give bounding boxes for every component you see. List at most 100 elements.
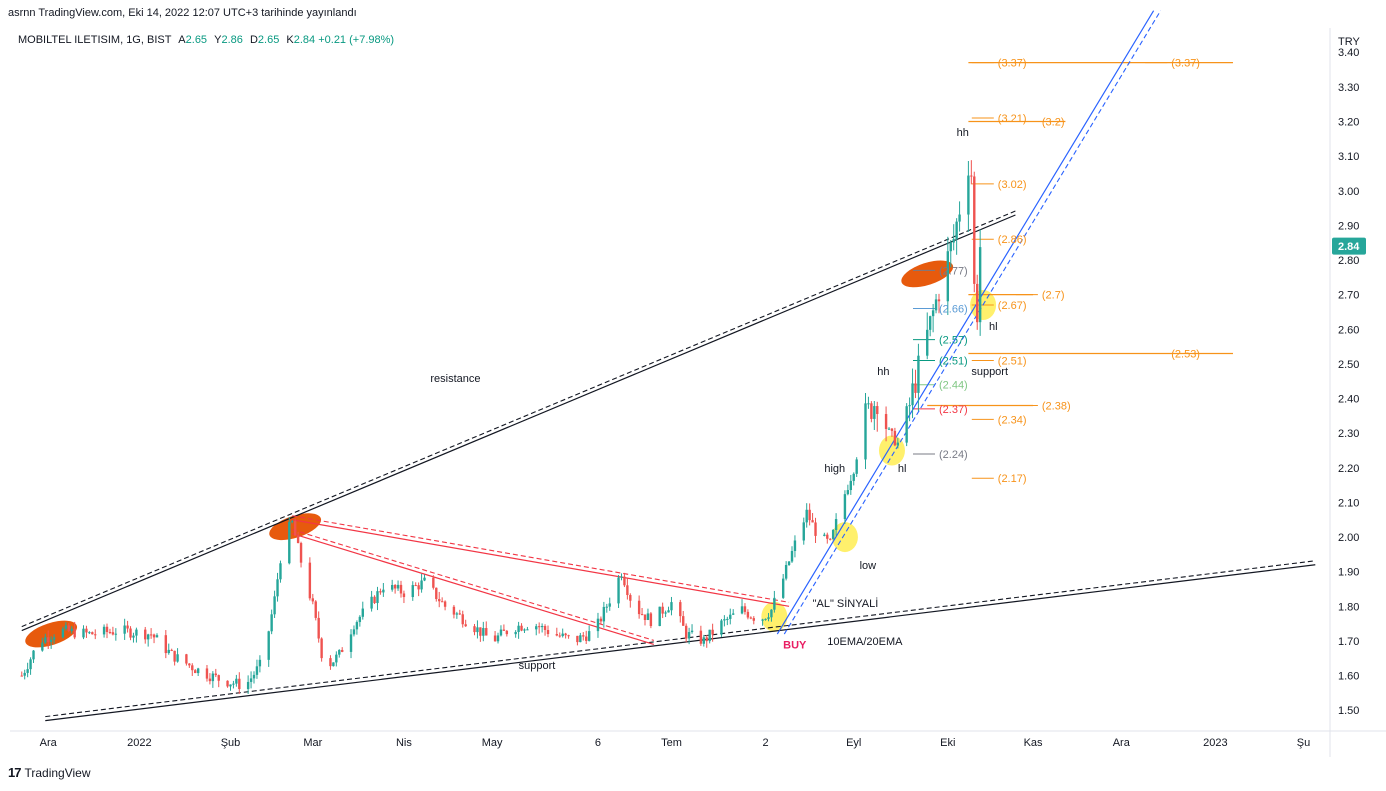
candle-body xyxy=(88,632,91,634)
candle-body xyxy=(273,596,276,615)
candle-body xyxy=(170,649,173,651)
open-value: 2.65 xyxy=(185,34,208,46)
candle-body xyxy=(402,593,406,598)
y-tick-label: 2.70 xyxy=(1338,290,1359,302)
candle-body xyxy=(438,599,441,602)
candle-body xyxy=(361,608,364,617)
candle-body xyxy=(376,591,379,604)
candle-body xyxy=(596,618,600,632)
candle-body xyxy=(396,584,400,589)
candle-body xyxy=(167,649,170,654)
candle-body xyxy=(852,473,855,481)
candle-body xyxy=(102,626,106,635)
candle-body xyxy=(855,459,858,474)
candle-body xyxy=(205,668,209,679)
candle-body xyxy=(846,490,850,495)
trendline-channel xyxy=(776,10,1155,635)
x-tick-label: Tem xyxy=(661,737,682,749)
candle-body xyxy=(411,585,414,598)
candle-body xyxy=(191,665,194,671)
x-tick-label: 2023 xyxy=(1203,737,1227,749)
candle-body xyxy=(905,406,908,443)
candle-body xyxy=(684,625,688,639)
x-tick-label: May xyxy=(482,737,503,749)
annotation-label: "AL" SİNYALİ xyxy=(813,597,879,610)
y-tick-label: 2.90 xyxy=(1338,220,1359,232)
candle-body xyxy=(482,628,485,636)
candle-body xyxy=(711,629,714,635)
brand-text: TradingView xyxy=(24,765,91,780)
high-value: 2.86 xyxy=(221,34,243,46)
candle-body xyxy=(664,612,667,614)
candle-body xyxy=(435,587,438,600)
candle-body xyxy=(249,678,253,682)
annotation-label: (2.77) xyxy=(939,265,968,277)
candle-body xyxy=(338,649,341,655)
candle-body xyxy=(414,585,417,587)
candle-body xyxy=(188,663,191,666)
candle-body xyxy=(176,654,179,662)
annotation-label: support xyxy=(519,660,556,672)
candle-body xyxy=(564,633,567,636)
candle-body xyxy=(105,626,109,633)
candle-body xyxy=(146,634,150,640)
trendline-support xyxy=(45,564,1316,722)
candle-body xyxy=(317,617,320,639)
candle-body xyxy=(670,602,673,611)
candle-body xyxy=(743,606,747,612)
candle-body xyxy=(585,636,588,641)
y-tick-label: 2.80 xyxy=(1338,255,1359,267)
candle-body xyxy=(931,310,935,317)
candle-body xyxy=(749,617,753,619)
candle-body xyxy=(546,630,550,635)
candle-body xyxy=(432,577,435,588)
candle-body xyxy=(520,625,523,631)
candle-body xyxy=(211,673,215,682)
candle-body xyxy=(185,654,188,664)
annotation-label: (2.57) xyxy=(939,335,968,347)
candle-body xyxy=(293,521,297,536)
y-tick-label: 3.40 xyxy=(1338,47,1359,59)
candle-body xyxy=(599,618,603,622)
candle-body xyxy=(258,659,262,667)
candle-body xyxy=(808,509,811,521)
candle-body xyxy=(235,678,238,684)
trendline-dashed-wedge-lower xyxy=(292,529,654,641)
candle-body xyxy=(640,614,644,616)
candle-body xyxy=(761,619,764,621)
candle-body xyxy=(455,613,459,615)
candle-body xyxy=(94,634,97,636)
annotation-label: hl xyxy=(989,321,998,333)
candle-body xyxy=(452,606,456,615)
candle-body xyxy=(196,668,200,674)
candle-body xyxy=(382,589,385,593)
tradingview-brand[interactable]: 17 TradingView xyxy=(8,765,91,780)
candle-body xyxy=(617,577,620,604)
candle-body xyxy=(47,637,50,642)
annotation-label: (2.66) xyxy=(939,304,968,316)
candle-body xyxy=(473,626,476,633)
candle-body xyxy=(928,316,932,330)
candle-body xyxy=(311,598,315,602)
candle-body xyxy=(643,614,647,621)
candle-body xyxy=(699,630,703,644)
annotation-label: (3.37) xyxy=(998,58,1027,70)
candle-body xyxy=(296,535,300,544)
x-tick-label: Eyl xyxy=(846,737,861,749)
low-label: D xyxy=(249,34,258,46)
candle-body xyxy=(67,625,70,632)
candle-body xyxy=(893,430,897,446)
candle-body xyxy=(646,613,650,621)
candle-body xyxy=(814,522,817,536)
candle-body xyxy=(955,221,958,240)
candle-body xyxy=(740,606,744,614)
candle-body xyxy=(829,538,832,540)
candle-body xyxy=(226,680,229,687)
candle-body xyxy=(443,601,447,607)
candle-body xyxy=(976,283,979,323)
candle-body xyxy=(91,632,94,635)
candle-body xyxy=(558,635,561,637)
candle-body xyxy=(887,428,891,430)
candle-body xyxy=(70,628,73,632)
